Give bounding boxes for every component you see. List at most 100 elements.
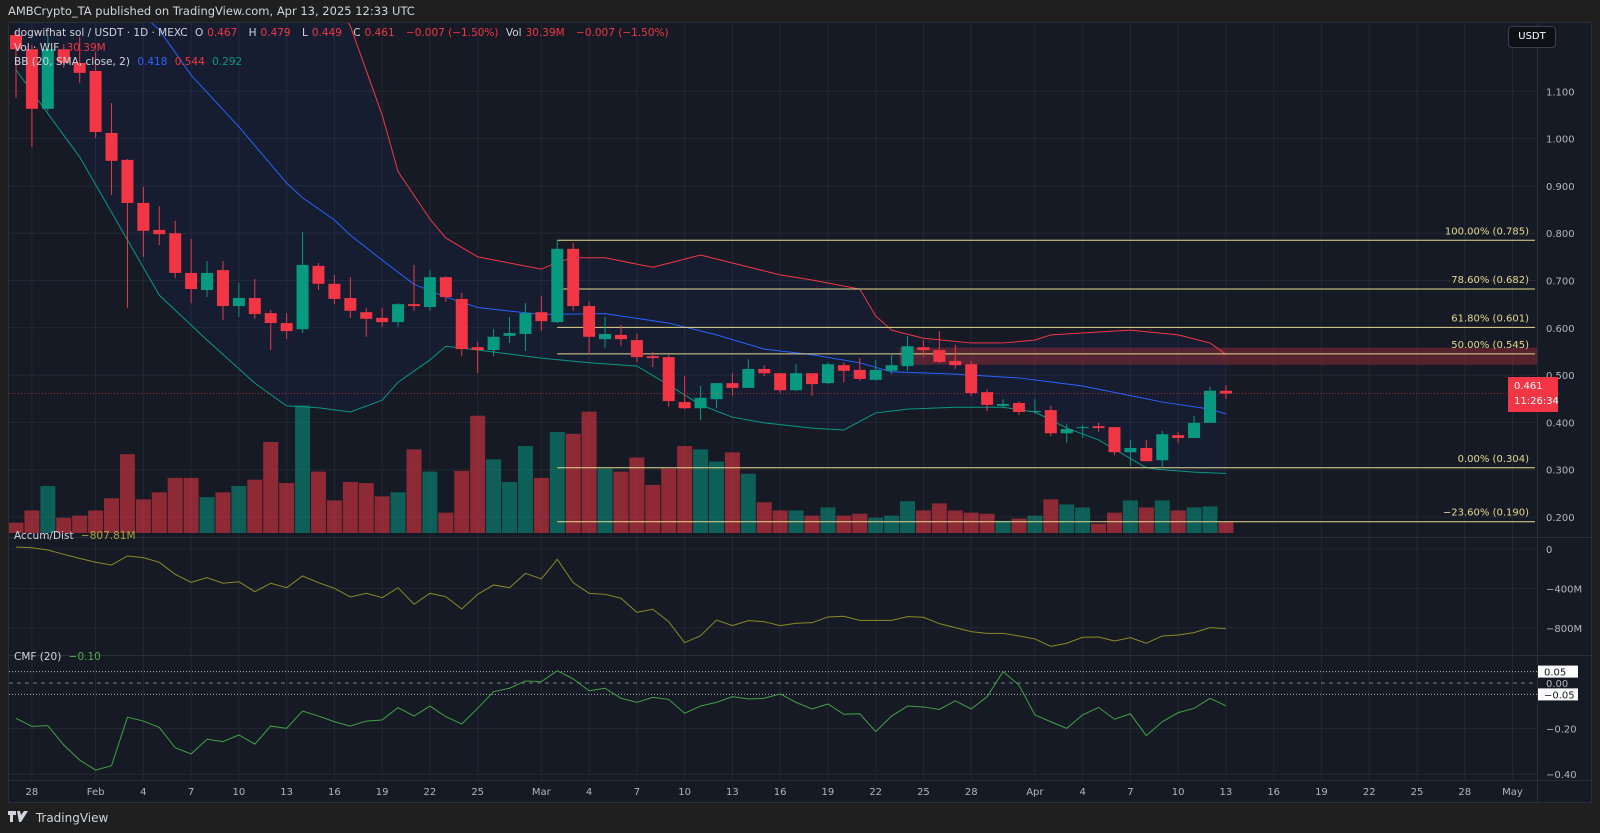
tradingview-brand[interactable]: TradingView <box>35 811 109 825</box>
time-axis-label: 4 <box>140 787 146 798</box>
volume-bar <box>72 515 88 533</box>
time-axis-label: Apr <box>1026 787 1044 798</box>
cmf-axis-label: −0.40 <box>1546 770 1577 781</box>
price-axis-label: 0.300 <box>1546 466 1575 477</box>
candle <box>1140 439 1153 462</box>
volume-bar <box>613 471 629 533</box>
time-axis-label: 10 <box>233 787 246 798</box>
candle-body <box>1188 422 1201 439</box>
candle-body <box>216 270 229 307</box>
candle <box>981 389 994 412</box>
price-axis-label: 1.000 <box>1546 135 1575 146</box>
volume-bar <box>454 470 470 533</box>
volume-legend-value: 30.39M <box>66 42 106 54</box>
candle-body <box>646 356 659 359</box>
candle-body <box>312 265 325 284</box>
candle-body <box>392 304 405 323</box>
time-axis-label: 10 <box>1172 787 1185 798</box>
cmf-legend[interactable]: CMF (20) −0.10 <box>14 651 105 663</box>
bb-upper-line <box>347 23 1227 355</box>
price-axis-label: 0.900 <box>1546 182 1575 193</box>
candle <box>1092 422 1105 432</box>
volume-bar <box>358 483 374 533</box>
time-axis-label: Feb <box>87 787 105 798</box>
volume-bar <box>406 449 422 533</box>
ad-axis-label: 0 <box>1546 545 1552 556</box>
tradingview-logo-icon <box>8 803 28 833</box>
candle-body <box>73 62 86 73</box>
volume-bar <box>310 471 326 533</box>
volume-bar <box>104 498 120 533</box>
volume-change: −0.007 (−1.50%) <box>576 27 669 39</box>
fib-level-label: 50.00% (0.545) <box>1451 340 1529 351</box>
volume-bar <box>24 510 40 533</box>
price-axis-label: 0.700 <box>1546 277 1575 288</box>
volume-bar <box>836 515 852 533</box>
candle-body <box>933 350 946 362</box>
volume-legend[interactable]: Vol · WIF 30.39M <box>14 42 110 54</box>
candle-body <box>153 229 166 235</box>
candle <box>89 52 102 139</box>
bb-legend[interactable]: BB (20, SMA, close, 2) 0.418 0.544 0.292 <box>14 56 246 68</box>
candle-body <box>1060 429 1073 434</box>
currency-button[interactable]: USDT <box>1508 26 1556 48</box>
candle <box>567 242 580 311</box>
candle <box>376 307 389 327</box>
time-axis-label: 13 <box>726 787 739 798</box>
candle-body <box>997 403 1010 406</box>
time-axis-label: May <box>1502 787 1523 798</box>
candle <box>392 303 405 327</box>
candle <box>583 301 596 355</box>
candle <box>57 44 70 68</box>
change-value: −0.007 (−1.50%) <box>405 27 499 39</box>
symbol-name[interactable]: dogwifhat sol / USDT · 1D · MEXC <box>14 27 188 39</box>
volume-bar <box>565 433 581 533</box>
candle-body <box>57 49 70 63</box>
candle-body <box>1044 410 1057 434</box>
candle <box>678 376 691 410</box>
candle-body <box>423 277 436 307</box>
candle-body <box>981 392 994 405</box>
candle <box>551 240 564 324</box>
candle <box>1188 415 1201 439</box>
candle-body <box>264 313 277 324</box>
candle <box>137 186 150 257</box>
volume-bar <box>342 481 358 533</box>
candle <box>41 35 54 112</box>
volume-bar <box>677 446 693 533</box>
chart-frame[interactable] <box>8 22 1592 803</box>
candle <box>997 399 1010 409</box>
candle-body <box>599 333 612 340</box>
candle-body <box>1140 447 1153 462</box>
main-pane: 100.00% (0.785) 78.60% (0.682) 61.80% (0.6… <box>9 23 1537 533</box>
candle-body <box>1092 426 1105 429</box>
candle <box>455 292 468 357</box>
volume-bar <box>279 483 295 533</box>
candle <box>344 277 357 318</box>
bb-basis-value: 0.418 <box>137 56 168 68</box>
candle-body <box>662 357 675 402</box>
candle-body <box>296 264 309 330</box>
volume-bar <box>183 477 199 533</box>
candle <box>790 364 803 392</box>
volume-bar <box>852 513 868 533</box>
price-axis-label: 1.100 <box>1546 87 1575 98</box>
time-axis-label: 19 <box>822 787 835 798</box>
volume-bar <box>629 457 645 533</box>
volume-title: Vol · WIF <box>14 42 60 54</box>
candle-body <box>535 312 548 322</box>
candle-body <box>360 312 373 319</box>
ad-legend[interactable]: Accum/Dist −807.81M <box>14 530 140 542</box>
time-axis-label: 7 <box>188 787 194 798</box>
time-axis-label: 28 <box>965 787 978 798</box>
time-axis-label: 16 <box>774 787 787 798</box>
volume-bar <box>931 503 947 533</box>
publish-header: AMBCrypto_TA published on TradingView.co… <box>0 0 1600 22</box>
volume-inline: Vol 30.39M <box>505 27 565 39</box>
candle-body <box>630 340 643 358</box>
candle <box>1219 385 1232 400</box>
volume-bar <box>151 492 167 533</box>
time-axis-label: 4 <box>1079 787 1085 798</box>
time-axis-label: 22 <box>424 787 437 798</box>
